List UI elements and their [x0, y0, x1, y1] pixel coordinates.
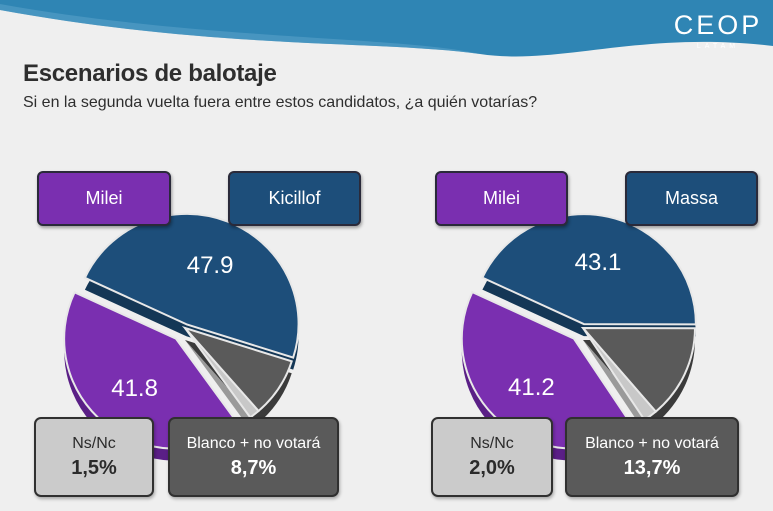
ns-nc-box: Ns/Nc 2,0% [431, 417, 553, 497]
ballot-scenario-massa: 41.2 43.1 Milei Massa Ns/Nc 2,0% Blanco +… [398, 150, 758, 511]
header-banner [0, 0, 773, 70]
ns-nc-value: 2,0% [469, 457, 515, 479]
blanco-value: 13,7% [623, 457, 681, 479]
page-subtitle: Si en la segunda vuelta fuera entre esto… [23, 94, 538, 111]
blanco-label: Blanco + no votará [585, 435, 719, 452]
ballot-scenario-kicillof: 41.8 47.9 Milei Kicillof Ns/Nc 1,5% Blanc… [0, 150, 361, 511]
candidate-label-milei: Milei [37, 171, 171, 226]
blanco-label: Blanco + no votará [186, 435, 321, 452]
page-title: Escenarios de balotaje [23, 60, 277, 87]
opponent-value-label: 47.9 [187, 252, 234, 279]
blanco-box: Blanco + no votará 13,7% [565, 417, 739, 497]
pie-chart: 41.8 47.9 [63, 212, 300, 461]
blanco-box: Blanco + no votará 8,7% [168, 417, 339, 497]
milei-value-label: 41.8 [111, 375, 158, 402]
opponent-value-label: 43.1 [575, 249, 622, 276]
blanco-value: 8,7% [230, 457, 277, 479]
pie-slice-kicillof [83, 212, 300, 359]
candidate-label-opponent: Massa [625, 171, 758, 226]
pie-slice-side [185, 340, 259, 430]
ceop-logo: CEOP LATAM [672, 10, 764, 52]
pie-slice-blanco-no-votar- [580, 326, 697, 413]
candidate-label-milei: Milei [435, 171, 568, 226]
pie-slice-massa [481, 213, 697, 326]
logo-text: CEOP [673, 10, 763, 40]
ns-nc-label: Ns/Nc [470, 435, 514, 452]
ns-nc-box: Ns/Nc 1,5% [34, 417, 154, 497]
ns-nc-label: Ns/Nc [72, 435, 116, 452]
ns-nc-value: 1,5% [71, 457, 117, 479]
milei-value-label: 41.2 [508, 374, 555, 401]
candidate-label-opponent: Kicillof [228, 171, 361, 226]
logo-subtext: LATAM [696, 43, 740, 50]
